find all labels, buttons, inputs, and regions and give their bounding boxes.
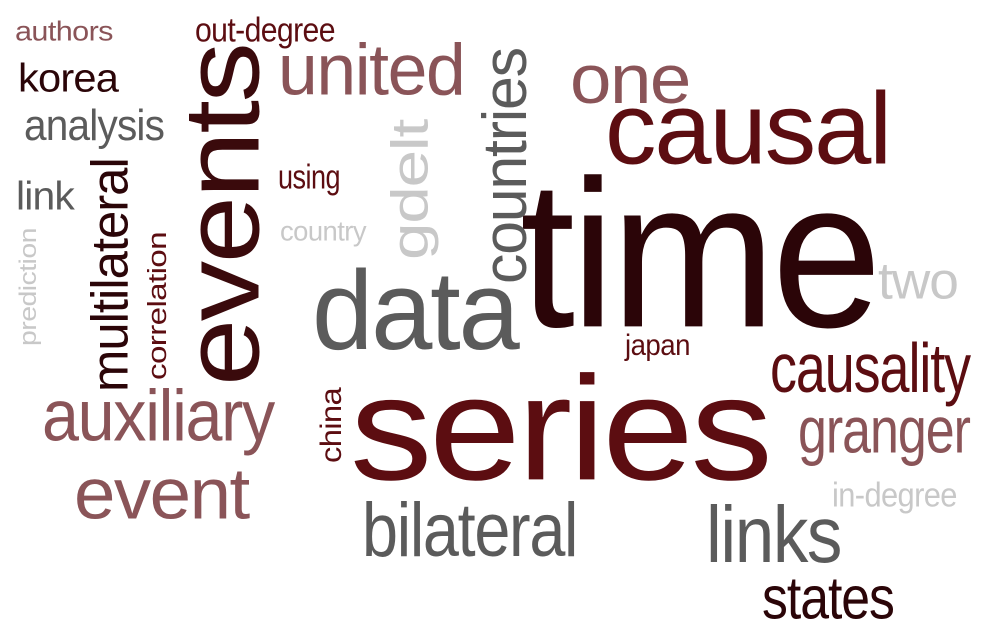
word-united: united	[278, 29, 466, 111]
word-series: series	[350, 346, 773, 512]
word-data: data	[312, 248, 520, 374]
word-states: states	[762, 564, 895, 632]
word-link: link	[16, 173, 75, 219]
word-japan: japan	[625, 328, 690, 362]
word-out-degree: out-degree	[195, 10, 336, 50]
word-korea: korea	[18, 55, 119, 101]
word-links: links	[706, 490, 842, 580]
word-bilateral: bilateral	[362, 487, 578, 573]
word-authors: authors	[15, 15, 113, 47]
word-countries: countries	[470, 48, 540, 285]
word-auxiliary: auxiliary	[42, 375, 275, 457]
word-causal: causal	[605, 71, 892, 187]
word-two: two	[878, 251, 959, 311]
word-one: one	[570, 39, 691, 119]
word-prediction: prediction	[14, 228, 42, 346]
word-causality: causality	[770, 328, 971, 408]
word-event: event	[74, 453, 250, 535]
word-china: china	[314, 387, 348, 463]
word-multilateral: multilateral	[80, 158, 140, 392]
word-granger: granger	[798, 394, 971, 467]
word-gdelt: gdelt	[380, 120, 440, 260]
word-events: events	[161, 44, 283, 386]
word-time: time	[520, 137, 882, 373]
word-analysis: analysis	[24, 100, 165, 150]
word-using: using	[278, 157, 341, 197]
word-in-degree: in-degree	[832, 475, 957, 515]
word-country: country	[280, 215, 367, 247]
word-correlation: correlation	[142, 232, 172, 380]
